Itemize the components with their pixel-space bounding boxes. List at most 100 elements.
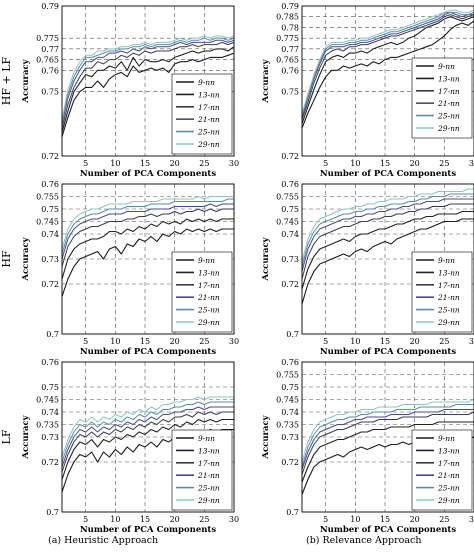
x-tick-label: 20	[170, 159, 180, 168]
y-tick-label: 0.74	[281, 230, 299, 239]
x-tick-label: 15	[380, 159, 390, 168]
x-tick-label: 10	[350, 337, 360, 346]
y-tick-label: 0.75	[281, 205, 299, 214]
series-line-29-nn	[61, 196, 234, 250]
y-tick-label: 0.73	[281, 433, 299, 442]
x-tick-label: 30	[229, 159, 239, 168]
y-tick-label: 0.755	[276, 371, 299, 380]
legend: 9-nn 13-nn 17-nn 21-nn 25-nn 29-nn	[411, 57, 473, 139]
series-line-29-nn	[301, 188, 474, 262]
y-tick-label: 0.765	[276, 56, 299, 65]
legend-label: 21-nn	[197, 471, 220, 480]
y-tick-label: 0.72	[281, 152, 299, 161]
x-tick-label: 25	[199, 515, 209, 524]
series-line-29-nn	[301, 9, 474, 114]
series-line-17-nn	[301, 411, 474, 475]
series-line-13-nn	[301, 210, 474, 290]
y-axis-label: Accuracy	[21, 236, 31, 281]
series-line-25-nn	[61, 401, 234, 463]
x-axis-label: Number of PCA Components	[80, 525, 216, 535]
legend-label: 21-nn	[197, 115, 220, 124]
x-tick-label: 25	[439, 337, 449, 346]
x-tick-label: 25	[199, 337, 209, 346]
series-line-9-nn	[301, 218, 474, 305]
legend-label: 29-nn	[197, 496, 220, 505]
series-line-21-nn	[61, 406, 234, 468]
series-line-17-nn	[61, 208, 234, 267]
legend-label: 13-nn	[438, 268, 460, 277]
x-tick-label: 20	[410, 515, 420, 524]
legend-label: 29-nn	[197, 140, 220, 149]
y-tick-label: 0.77	[41, 45, 59, 54]
y-tick-label: 0.74	[41, 408, 59, 417]
legend-label: 25-nn	[197, 306, 220, 315]
x-tick-label: 15	[140, 337, 150, 346]
x-tick-label: 20	[410, 159, 420, 168]
y-tick-label: 0.7	[46, 508, 59, 517]
legend-label: 17-nn	[198, 281, 220, 290]
legend-box	[411, 251, 473, 333]
row-label: HF	[0, 250, 13, 268]
legend-label: 29-nn	[437, 124, 460, 133]
x-axis-label: Number of PCA Components	[320, 525, 456, 535]
x-tick-label: 15	[140, 515, 150, 524]
y-axis-label: Accuracy	[261, 236, 271, 281]
series-line-29-nn	[61, 35, 235, 120]
y-tick-label: 0.755	[36, 193, 59, 202]
y-tick-label: 0.79	[281, 2, 299, 11]
legend: 9-nn 13-nn 17-nn 21-nn 25-nn 29-nn	[411, 251, 473, 333]
y-tick-label: 0.745	[36, 396, 59, 405]
series-line-25-nn	[301, 404, 474, 468]
x-tick-label: 10	[110, 515, 120, 524]
y-tick-label: 0.73	[41, 255, 59, 264]
y-tick-label: 0.74	[41, 230, 59, 239]
series-line-13-nn	[61, 46, 235, 133]
legend-label: 25-nn	[197, 128, 220, 137]
chart-panel-a3: 5 10 15 20 25 30 0.7 0.72 0.73 0.735 0.74 0.745 0.75…	[0, 358, 239, 535]
legend-label: 29-nn	[437, 496, 460, 505]
series-line-17-nn	[301, 14, 474, 120]
y-tick-label: 0.75	[281, 383, 299, 392]
legend-label: 13-nn	[198, 268, 220, 277]
y-tick-label: 0.75	[41, 383, 59, 392]
series-line-21-nn	[61, 203, 234, 260]
legend-label: 21-nn	[437, 471, 460, 480]
legend-label: 17-nn	[198, 103, 220, 112]
x-tick-label: 30	[229, 337, 239, 346]
legend-label: 9-nn	[198, 256, 215, 265]
legend-label: 25-nn	[437, 306, 460, 315]
legend-label: 9-nn	[438, 434, 455, 443]
y-tick-label: 0.76	[41, 180, 59, 189]
x-tick-label: 30	[469, 159, 474, 168]
x-tick-label: 25	[439, 515, 449, 524]
x-axis-label: Number of PCA Components	[80, 347, 216, 357]
legend: 9-nn 13-nn 17-nn 21-nn 25-nn 29-nn	[171, 73, 233, 155]
series-line-9-nn	[61, 52, 235, 137]
y-tick-label: 0.77	[281, 45, 299, 54]
series-line-9-nn	[61, 228, 234, 297]
x-tick-label: 5	[83, 515, 88, 524]
legend-label: 29-nn	[437, 318, 460, 327]
x-tick-label: 20	[170, 337, 180, 346]
legend-box	[411, 57, 473, 139]
x-tick-label: 20	[170, 515, 180, 524]
series-line-21-nn	[301, 11, 474, 118]
series-line-21-nn	[301, 409, 474, 470]
x-tick-label: 10	[110, 337, 120, 346]
legend-box	[171, 251, 233, 333]
legend-label: 9-nn	[198, 434, 215, 443]
y-axis-label: Accuracy	[261, 58, 271, 103]
legend-label: 13-nn	[198, 90, 220, 99]
plot-frame	[61, 361, 235, 513]
x-axis-label: Number of PCA Components	[80, 169, 216, 179]
x-tick-label: 30	[469, 337, 474, 346]
legend: 9-nn 13-nn 17-nn 21-nn 25-nn 29-nn	[171, 251, 233, 333]
series-line-17-nn	[61, 41, 235, 129]
legend-label: 25-nn	[437, 112, 460, 121]
x-axis-label: Number of PCA Components	[320, 169, 456, 179]
series-line-29-nn	[301, 399, 474, 463]
y-tick-label: 0.785	[276, 13, 299, 22]
legend-label: 9-nn	[438, 256, 455, 265]
y-tick-label: 0.75	[41, 205, 59, 214]
